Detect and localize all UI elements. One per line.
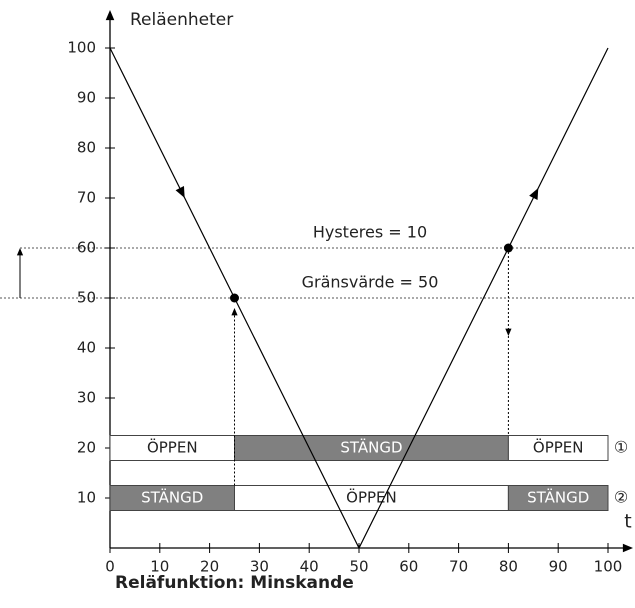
x-tick-label: 50 xyxy=(349,558,368,576)
relay-state: ÖPPEN xyxy=(147,438,198,457)
switch-point xyxy=(230,293,239,303)
x-tick-label: 90 xyxy=(549,558,568,576)
relay-segment xyxy=(507,435,609,461)
y-axis-label: Reläenheter xyxy=(130,10,233,30)
annotation: Hysteres = 10 xyxy=(313,223,427,242)
relay-segment xyxy=(234,435,509,461)
direction-arrow xyxy=(529,188,539,200)
x-tick-label: 40 xyxy=(300,558,319,576)
switch-point xyxy=(503,243,513,253)
relay-state: ÖPPEN xyxy=(346,488,397,507)
y-tick-label: 40 xyxy=(77,339,96,357)
y-tick-label: 10 xyxy=(77,489,96,507)
y-tick-label: 60 xyxy=(77,239,96,257)
annotation: Gränsvärde = 50 xyxy=(302,273,439,292)
relay-state: ÖPPEN xyxy=(533,438,584,457)
x-tick-label: 20 xyxy=(200,558,219,576)
y-tick-label: 20 xyxy=(77,439,96,457)
relay-state: STÄNGD xyxy=(340,438,402,457)
y-tick-label: 70 xyxy=(77,189,96,207)
y-axis-arrow xyxy=(105,10,115,21)
switch-arrow-head xyxy=(231,308,238,316)
x-axis-arrow xyxy=(622,543,633,553)
line xyxy=(109,47,609,550)
relay-label: ② xyxy=(614,488,628,507)
x-tick-label: 60 xyxy=(399,558,418,576)
relay-segment xyxy=(109,485,235,511)
x-tick-label: 70 xyxy=(449,558,468,576)
x-axis-label: t xyxy=(624,511,631,533)
relay-segment xyxy=(234,485,509,511)
y-tick-label: 100 xyxy=(67,39,96,57)
x-tick-label: 10 xyxy=(150,558,169,576)
relay-state: STÄNGD xyxy=(527,488,589,507)
x-tick-label: 80 xyxy=(499,558,518,576)
direction-arrow xyxy=(175,186,185,198)
x-tick-label: 100 xyxy=(594,558,623,576)
switch-arrow-head xyxy=(505,328,512,336)
relay-label: ① xyxy=(614,438,628,457)
x-tick-label: 30 xyxy=(250,558,269,576)
y-tick-label: 80 xyxy=(77,139,96,157)
y-tick-label: 90 xyxy=(77,89,96,107)
relay-segment xyxy=(507,485,609,511)
y-tick-label: 30 xyxy=(77,389,96,407)
caption: Reläfunktion: Minskande xyxy=(115,573,354,593)
hysteresis-arrow-head xyxy=(16,248,24,256)
x-tick-label: 0 xyxy=(105,558,115,576)
relay-state: STÄNGD xyxy=(141,488,203,507)
y-tick-label: 50 xyxy=(77,289,96,307)
